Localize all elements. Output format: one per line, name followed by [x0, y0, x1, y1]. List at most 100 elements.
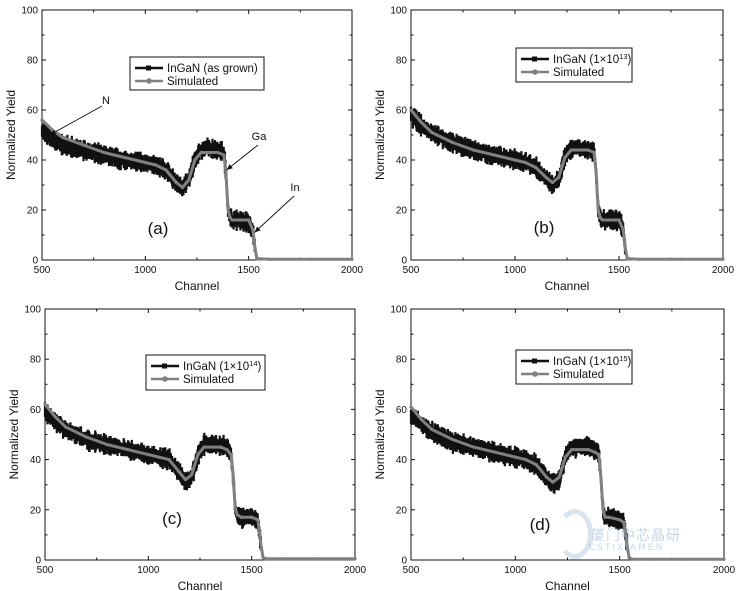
simulated-point: [193, 158, 197, 162]
simulated-point: [228, 215, 232, 220]
y-tick-label: 60: [396, 405, 408, 416]
simulated-point: [231, 473, 235, 477]
simulated-point: [224, 170, 228, 175]
simulated-point: [61, 135, 65, 140]
simulated-point: [607, 515, 611, 519]
series-measured-line: [44, 411, 355, 560]
simulated-point: [146, 452, 150, 457]
simulated-point: [187, 178, 191, 182]
simulated-point: [230, 218, 234, 222]
legend-simulated-label: Simulated: [183, 374, 234, 386]
y-tick-label: 80: [396, 56, 408, 67]
simulated-point: [251, 228, 255, 232]
simulated-point: [199, 150, 203, 155]
annotation-arrow: [49, 105, 103, 136]
simulated-point: [267, 257, 271, 261]
panel-d: 0 20 40 60 80 100 500 1000 1500 2000 Channel Normal…: [373, 305, 736, 591]
legend-measured-marker: [532, 358, 537, 364]
simulated-point: [625, 543, 629, 547]
simulated-point: [102, 150, 106, 155]
simulated-point: [472, 445, 476, 449]
y-tick-label: 100: [390, 6, 407, 17]
simulated-point: [167, 458, 171, 462]
simulated-point: [545, 475, 549, 479]
y-tick-label: 100: [21, 6, 38, 17]
y-tick-label: 100: [390, 305, 407, 316]
series-measured-band: [409, 106, 725, 260]
legend-measured-marker: [532, 56, 537, 62]
legend-box: [145, 354, 266, 391]
simulated-point: [250, 515, 254, 519]
simulated-point: [630, 557, 634, 561]
x-tick-label: 500: [403, 565, 420, 576]
y-tick-label: 60: [30, 405, 42, 416]
legend: InGaN (1×1013)Simulated: [515, 47, 633, 83]
annotation-arrow: [226, 144, 259, 171]
legend-measured-label: InGaN (1×1015): [553, 354, 632, 368]
simulated-point: [84, 435, 88, 439]
y-tick-label: 20: [30, 505, 42, 516]
legend-simulated-marker: [532, 69, 538, 75]
y-tick-label: 60: [396, 106, 408, 117]
y-tick-label: 20: [27, 206, 39, 217]
simulated-point: [261, 555, 265, 560]
x-axis-title: Channel: [178, 579, 223, 591]
simulated-point: [430, 427, 434, 432]
y-tick-label: 0: [32, 256, 38, 267]
x-tick-label: 500: [403, 265, 420, 276]
simulated-point: [409, 108, 413, 112]
simulated-point: [353, 557, 357, 561]
y-tick-label: 0: [401, 556, 407, 567]
y-tick-label: 40: [27, 156, 39, 167]
series-measured-band: [40, 123, 354, 260]
y-tick-label: 0: [401, 256, 407, 267]
simulated-point: [597, 452, 601, 457]
simulated-point: [621, 228, 625, 232]
simulated-point: [239, 515, 243, 519]
simulated-point: [233, 505, 237, 509]
simulated-point: [680, 557, 684, 561]
simulated-point: [40, 118, 44, 122]
series-measured-band: [409, 408, 726, 560]
simulated-point: [607, 218, 611, 222]
simulated-point: [513, 455, 517, 459]
simulated-point: [157, 455, 161, 459]
simulated-point: [226, 208, 230, 212]
panel-label: (d): [530, 515, 551, 534]
x-tick-label: 1000: [134, 265, 157, 276]
legend-measured-label: InGaN (1×1014): [183, 359, 262, 373]
x-tick-label: 1500: [608, 265, 631, 276]
simulated-point: [253, 245, 257, 250]
simulated-point: [208, 445, 212, 449]
simulated-point: [190, 473, 194, 477]
x-tick-label: 1500: [241, 565, 264, 576]
simulated-point: [649, 557, 653, 561]
annotation-arrowhead: [49, 129, 57, 135]
y-tick-label: 80: [396, 355, 408, 366]
simulated-point: [259, 543, 263, 547]
simulated-point: [222, 153, 226, 157]
x-tick-label: 500: [34, 265, 51, 276]
simulated-point: [576, 447, 580, 452]
simulated-point: [599, 475, 603, 479]
simulated-point: [586, 447, 590, 452]
legend-measured-label: InGaN (1×1013): [553, 52, 632, 66]
panel-a: 0 20 40 60 80 100 500 1000 1500 2000 Channel Normal…: [4, 6, 364, 294]
simulated-point: [534, 165, 538, 170]
panel-label: (b): [534, 218, 555, 237]
simulated-point: [586, 148, 590, 152]
x-tick-label: 1500: [238, 265, 261, 276]
panel-c: 0 20 40 60 80 100 500 1000 1500 2000 Channel Normal…: [7, 305, 367, 591]
simulated-point: [281, 557, 285, 561]
legend-simulated-marker: [162, 376, 168, 382]
panel-b: 0 20 40 60 80 100 500 1000 1500 2000 Channel Normal…: [373, 6, 735, 294]
annotation-label-ga: Ga: [252, 131, 268, 143]
legend: InGaN (as grown)Simulated: [129, 56, 265, 91]
simulated-point: [257, 257, 261, 261]
simulated-point: [679, 257, 684, 261]
series-simulated-line: [40, 118, 352, 261]
simulated-point: [593, 450, 597, 454]
panel-label: (c): [162, 509, 182, 528]
y-tick-label: 40: [30, 455, 42, 466]
simulated-point: [563, 155, 567, 160]
